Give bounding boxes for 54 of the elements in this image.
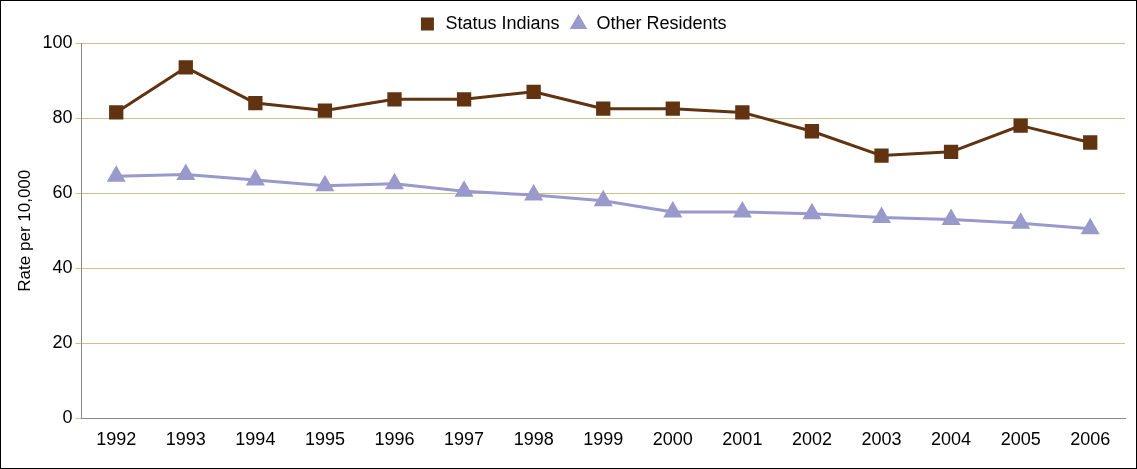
point: [317, 103, 333, 118]
x-tick-label: 1996: [374, 429, 415, 450]
y-axis-title: Rate per 10,000: [14, 169, 34, 292]
point: [804, 124, 820, 139]
point: [178, 60, 193, 75]
point: [874, 148, 889, 163]
point: [525, 185, 543, 201]
y-tick-label: 0: [62, 407, 73, 428]
point: [1013, 118, 1028, 133]
x-tick-label: 1994: [235, 429, 276, 450]
x-tick-label: 2004: [931, 429, 972, 450]
point: [665, 101, 680, 116]
x-tick-label: 2006: [1070, 429, 1111, 450]
point: [1081, 219, 1099, 235]
point: [107, 166, 125, 182]
x-tick-label: 1992: [96, 429, 137, 450]
point: [456, 92, 472, 107]
x-tick-label: 1997: [444, 429, 485, 450]
y-tick-label: 80: [52, 107, 73, 128]
y-tick-label: 60: [52, 182, 73, 203]
point: [248, 95, 263, 111]
x-tick-label: 2005: [1000, 429, 1041, 450]
x-tick-label: 1999: [583, 429, 624, 450]
point: [1012, 213, 1030, 229]
y-tick-label: 100: [42, 31, 73, 52]
point: [1083, 135, 1098, 150]
x-tick-label: 2002: [791, 429, 832, 450]
point: [873, 208, 890, 224]
point: [455, 181, 473, 197]
point: [177, 164, 195, 180]
x-tick-label: 1998: [513, 429, 554, 450]
point: [943, 144, 959, 160]
point: [735, 105, 750, 120]
point: [803, 204, 821, 220]
y-tick-label: 20: [52, 332, 73, 353]
x-tick-label: 2000: [652, 429, 693, 450]
x-tick-label: 2001: [722, 429, 763, 450]
point: [942, 209, 960, 225]
point: [109, 105, 124, 120]
x-tick-label: 1993: [165, 429, 206, 450]
point: [387, 92, 402, 107]
y-tick-label: 40: [52, 257, 73, 278]
x-tick-label: 1995: [304, 429, 345, 450]
x-tick-label: 2003: [861, 429, 902, 450]
legend-label: Other Residents: [596, 12, 727, 33]
point: [526, 84, 541, 99]
legend-label: Status Indians: [445, 12, 560, 33]
point: [594, 191, 612, 207]
point: [733, 202, 751, 218]
point: [386, 174, 403, 190]
point: [596, 101, 611, 116]
point: [316, 176, 334, 192]
point: [246, 170, 264, 186]
point: [664, 202, 682, 218]
